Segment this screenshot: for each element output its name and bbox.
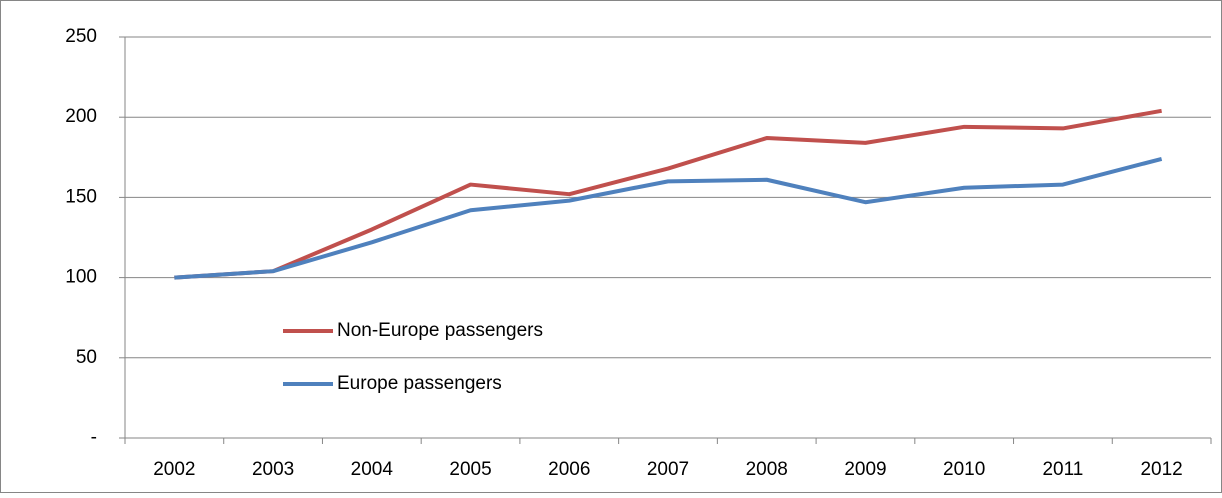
legend-label: Non-Europe passengers [337, 320, 543, 341]
x-tick-label: 2004 [351, 459, 394, 480]
x-tick-label: 2012 [1140, 459, 1182, 480]
x-tick-label: 2006 [548, 459, 590, 480]
x-tick-label: 2003 [252, 459, 294, 480]
y-tick-label: 100 [65, 267, 97, 288]
series-line [174, 108, 1162, 280]
series-line [174, 156, 1163, 280]
y-tick-label: 50 [76, 347, 97, 368]
x-tick-label: 2011 [1042, 459, 1083, 480]
x-tick-label: 2002 [153, 459, 195, 480]
y-tick-label: 200 [65, 106, 97, 127]
y-tick-label: 150 [65, 186, 97, 207]
y-tick-label: - [91, 427, 97, 448]
x-tick-label: 2008 [746, 459, 788, 480]
x-tick-label: 2007 [647, 459, 689, 480]
legend-label: Europe passengers [337, 373, 502, 394]
y-tick-label: 250 [65, 26, 97, 47]
x-tick-label: 2005 [449, 459, 491, 480]
x-tick-label: 2009 [844, 459, 886, 480]
x-tick-label: 2010 [943, 459, 985, 480]
